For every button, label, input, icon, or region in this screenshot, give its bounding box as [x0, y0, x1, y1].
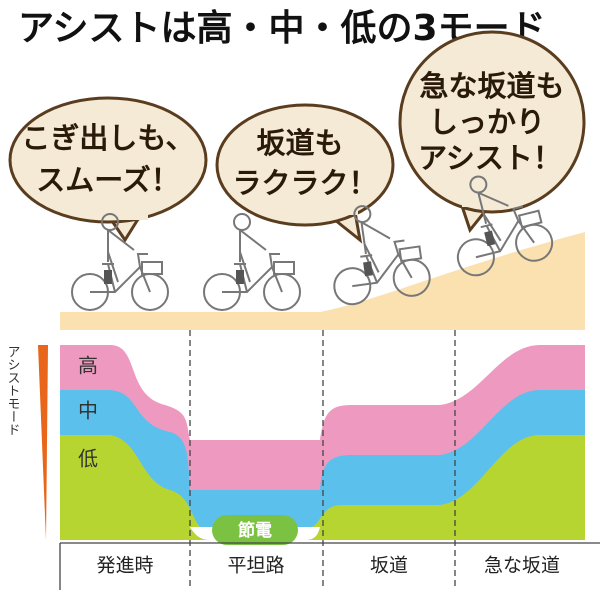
section-label: 急な坂道 [484, 555, 560, 577]
bubble-text: こぎ出しも、 [21, 121, 194, 155]
section-label: 発進時 [96, 555, 153, 577]
saving-pill [212, 515, 298, 545]
bubble-text: 急な坂道も [419, 69, 564, 103]
bubble: こぎ出しも、 スムーズ！ [8, 96, 208, 243]
bubble: 坂道も ラクラク！ [215, 103, 395, 244]
bubble-text: スムーズ！ [36, 163, 180, 197]
mode-arrow [38, 345, 48, 540]
bubble-text: ラクラク！ [232, 166, 377, 200]
section-label: 坂道 [370, 555, 408, 577]
bubble-text: アシスト！ [418, 141, 562, 175]
saving-label: 節電 [237, 520, 272, 541]
bubble: 急な坂道も しっかり アシスト！ [398, 30, 586, 234]
axis-label: アシストモード [5, 345, 20, 436]
bubble-text: 坂道も [256, 126, 343, 160]
bike [203, 213, 301, 311]
mode-label: 中 [78, 399, 98, 423]
section-label: 平坦路 [227, 555, 284, 577]
dividers [189, 330, 456, 590]
mode-label: 高 [78, 354, 98, 378]
mode-label: 低 [78, 447, 98, 471]
bubble-text: しっかり [429, 105, 545, 139]
ground [60, 232, 585, 330]
low-band [60, 435, 585, 540]
